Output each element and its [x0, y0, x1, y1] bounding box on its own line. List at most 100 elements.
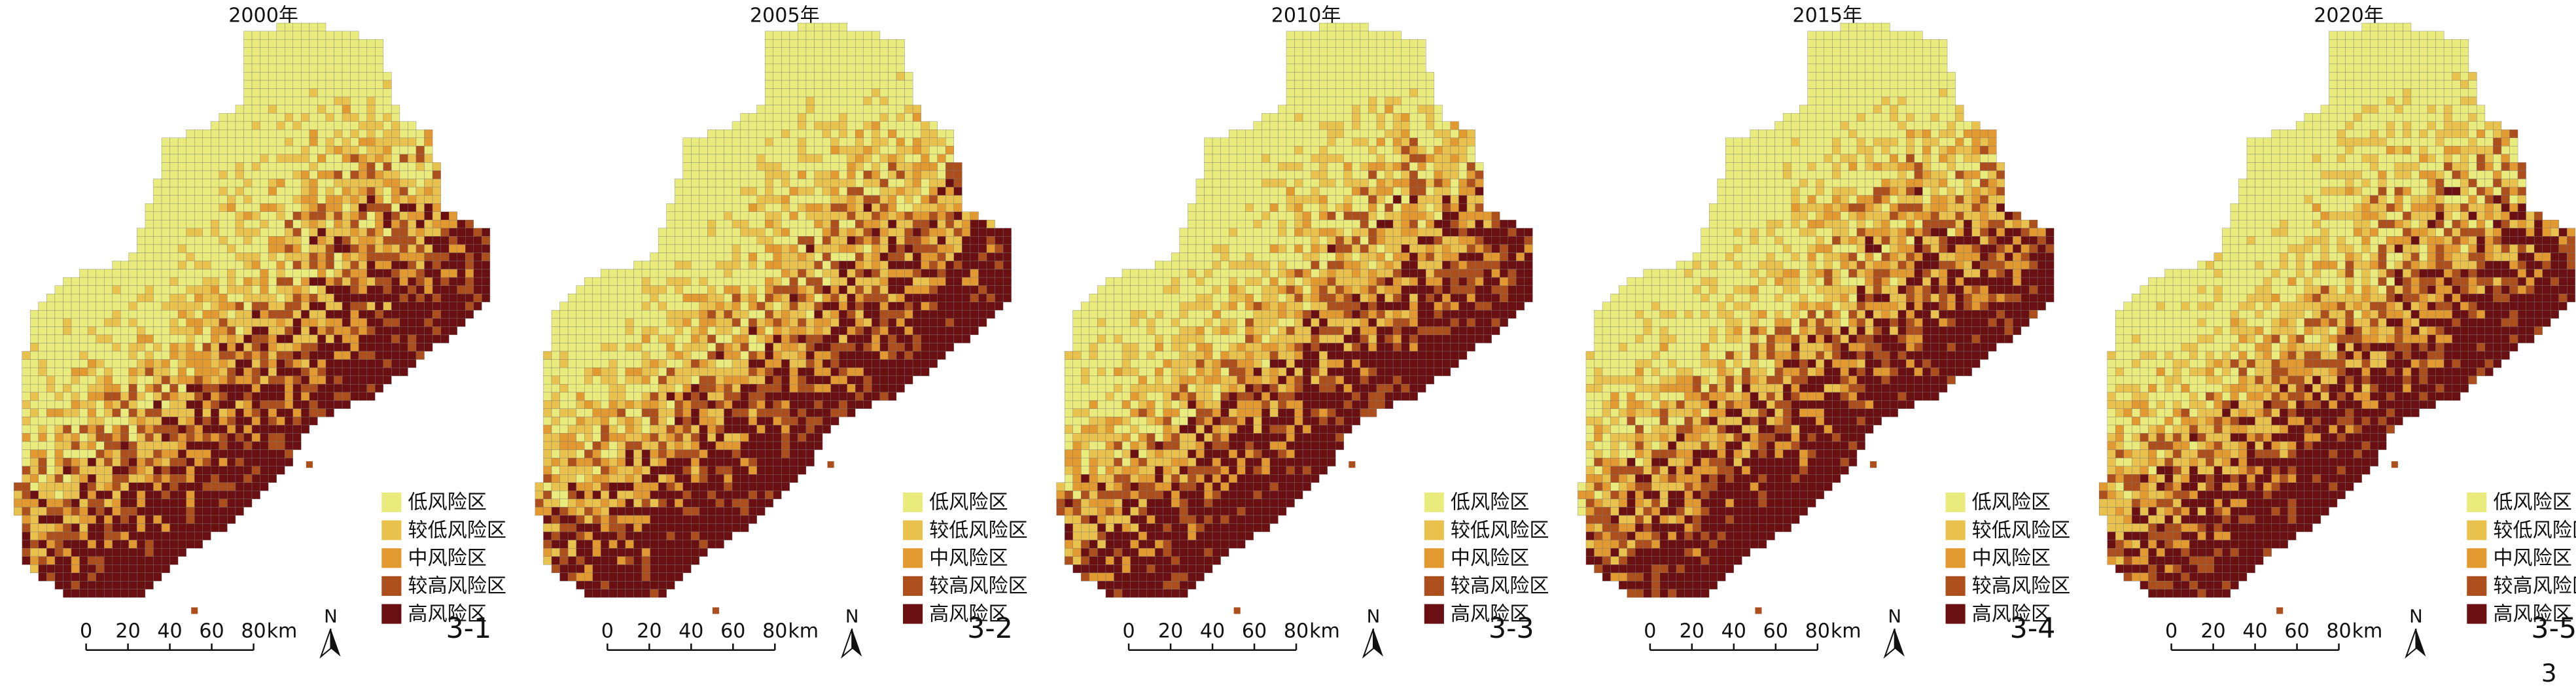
grid-cell [715, 359, 724, 368]
grid-cell [268, 384, 277, 392]
grid-cell [54, 375, 63, 385]
grid-cell [682, 384, 692, 392]
grid-cell [276, 56, 285, 65]
grid-cell [789, 244, 798, 253]
grid-cell [847, 400, 856, 409]
grid-cell [38, 548, 47, 557]
grid-cell [798, 359, 807, 368]
grid-cell [633, 540, 643, 549]
grid-cell [847, 260, 856, 270]
grid-cell [879, 285, 889, 294]
grid-cell [375, 63, 383, 73]
grid-cell [342, 203, 351, 212]
grid-cell [699, 441, 708, 450]
grid-cell [633, 260, 643, 270]
grid-cell [1269, 121, 1279, 130]
grid-cell [929, 236, 938, 245]
grid-cell [929, 170, 938, 179]
grid-cell [227, 491, 236, 500]
grid-cell [227, 252, 236, 262]
grid-cell [161, 540, 170, 549]
grid-cell [781, 400, 790, 409]
grid-cell [773, 351, 782, 360]
grid-cell [1253, 137, 1262, 147]
grid-cell [781, 203, 790, 212]
grid-cell [798, 228, 807, 237]
grid-cell [765, 285, 773, 294]
grid-cell [202, 491, 211, 500]
grid-cell [194, 408, 203, 417]
grid-cell [699, 162, 708, 171]
grid-cell [366, 121, 376, 130]
grid-cell [863, 244, 872, 253]
grid-cell [773, 220, 782, 228]
grid-cell [773, 359, 782, 368]
grid-cell [79, 277, 88, 286]
grid-cell [838, 63, 847, 73]
grid-cell [383, 269, 392, 278]
grid-cell [789, 400, 798, 409]
grid-cell [243, 39, 253, 48]
grid-cell [243, 260, 253, 270]
grid-cell [715, 491, 724, 500]
grid-cell [137, 302, 146, 311]
grid-cell [601, 515, 610, 524]
grid-cell [798, 130, 807, 138]
grid-cell [904, 294, 913, 302]
grid-cell [740, 302, 749, 311]
grid-cell [863, 154, 872, 163]
grid-cell [740, 260, 749, 270]
grid-cell [391, 367, 400, 376]
grid-cell [169, 474, 179, 483]
grid-cell [317, 113, 326, 122]
grid-cell [235, 318, 244, 327]
grid-cell [592, 294, 601, 302]
grid-cell [912, 186, 921, 196]
grid-cell [391, 121, 400, 130]
grid-cell [391, 203, 400, 212]
grid-cell [1376, 63, 1385, 73]
grid-cell [830, 195, 839, 204]
grid-cell [838, 318, 847, 327]
grid-cell [641, 375, 650, 385]
legend-swatch [903, 576, 923, 596]
grid-cell [177, 179, 186, 188]
grid-cell [243, 88, 253, 97]
grid-cell [63, 285, 72, 294]
grid-cell [798, 375, 807, 385]
grid-cell [888, 195, 897, 204]
grid-cell [161, 507, 170, 516]
grid-cell [995, 285, 1004, 294]
grid-cell [756, 113, 766, 122]
grid-cell [814, 400, 823, 409]
grid-cell [912, 137, 921, 147]
grid-cell [724, 277, 733, 286]
grid-cell [54, 425, 63, 434]
grid-cell [391, 244, 400, 253]
grid-cell [87, 425, 96, 434]
grid-cell [724, 130, 733, 138]
grid-cell [285, 294, 293, 302]
grid-cell [838, 384, 847, 392]
grid-cell [424, 294, 433, 302]
grid-cell [71, 408, 80, 417]
grid-cell [301, 343, 310, 352]
grid-cell [773, 474, 782, 483]
grid-cell [211, 334, 220, 343]
grid-cell [805, 449, 815, 459]
grid-cell [592, 408, 601, 417]
legend-label: 高风险区 [929, 602, 1008, 625]
grid-cell [633, 417, 643, 426]
grid-cell [567, 556, 576, 565]
grid-cell [292, 56, 302, 65]
grid-cell [805, 39, 815, 48]
grid-cell [440, 260, 450, 270]
grid-cell [383, 252, 392, 262]
grid-cell [325, 105, 334, 114]
grid-cell [186, 449, 195, 459]
grid-cell [814, 277, 823, 286]
grid-cell [227, 326, 236, 336]
grid-cell [559, 400, 569, 409]
grid-cell [251, 179, 260, 188]
grid-cell [235, 170, 244, 179]
